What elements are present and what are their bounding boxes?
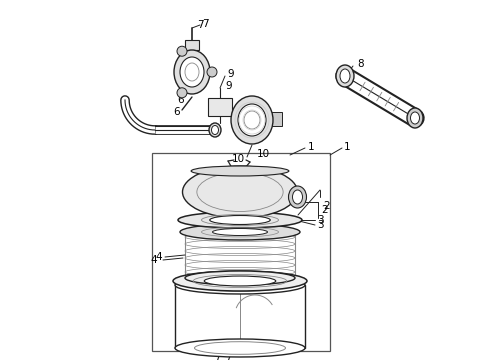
Text: 7: 7	[197, 20, 204, 30]
Ellipse shape	[293, 190, 302, 204]
Text: 4: 4	[155, 252, 162, 262]
Ellipse shape	[173, 271, 307, 291]
Text: 2: 2	[323, 201, 330, 211]
Ellipse shape	[411, 112, 419, 124]
Ellipse shape	[177, 46, 187, 56]
Text: 10: 10	[232, 154, 245, 164]
Ellipse shape	[177, 88, 187, 98]
Text: 6: 6	[173, 107, 180, 117]
Text: 1: 1	[344, 142, 351, 152]
Text: 2: 2	[321, 205, 328, 215]
Text: 1: 1	[308, 142, 315, 152]
Text: 5: 5	[292, 276, 298, 286]
Bar	[270, 112, 282, 126]
Text: 3: 3	[317, 220, 323, 230]
Text: 10: 10	[257, 149, 270, 159]
Text: 6: 6	[177, 95, 184, 105]
Ellipse shape	[231, 96, 273, 144]
Text: 3: 3	[317, 215, 323, 225]
Ellipse shape	[175, 339, 305, 357]
Ellipse shape	[212, 126, 219, 135]
Ellipse shape	[209, 123, 221, 137]
Ellipse shape	[191, 166, 289, 176]
Ellipse shape	[210, 216, 270, 225]
Ellipse shape	[180, 224, 300, 240]
Ellipse shape	[180, 57, 204, 87]
Ellipse shape	[185, 271, 295, 285]
Ellipse shape	[340, 69, 350, 83]
Text: 9: 9	[225, 81, 232, 91]
Bar	[185, 40, 199, 50]
Ellipse shape	[213, 229, 268, 235]
Ellipse shape	[178, 212, 302, 228]
Ellipse shape	[336, 65, 354, 87]
Ellipse shape	[174, 50, 210, 94]
Bar	[152, 153, 330, 351]
Ellipse shape	[175, 276, 305, 294]
Text: 7: 7	[202, 19, 209, 29]
Text: 8: 8	[357, 59, 364, 69]
Bar	[208, 98, 232, 116]
Ellipse shape	[407, 108, 423, 128]
Text: 9: 9	[227, 69, 234, 79]
Text: 5: 5	[287, 276, 294, 286]
Ellipse shape	[289, 186, 307, 208]
Text: 4: 4	[150, 255, 157, 265]
Ellipse shape	[207, 67, 217, 77]
Ellipse shape	[238, 104, 266, 136]
Ellipse shape	[204, 276, 276, 286]
Ellipse shape	[182, 166, 297, 218]
